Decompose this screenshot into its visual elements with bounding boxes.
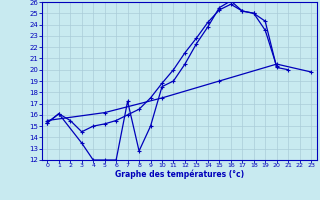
X-axis label: Graphe des températures (°c): Graphe des températures (°c)	[115, 170, 244, 179]
